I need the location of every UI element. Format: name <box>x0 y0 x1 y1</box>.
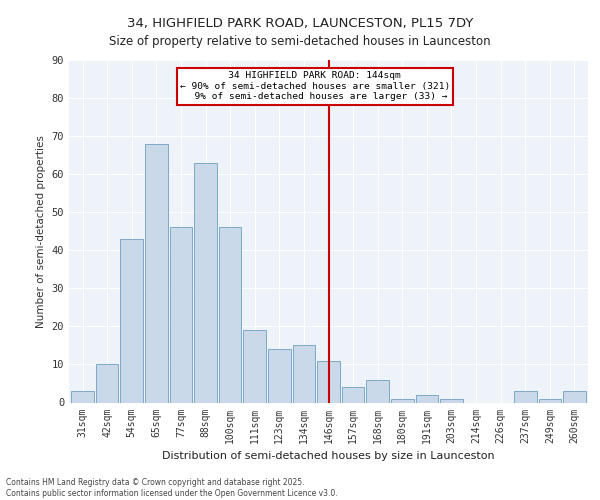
Bar <box>96 364 118 403</box>
Bar <box>268 349 290 403</box>
Bar <box>121 239 143 402</box>
Bar <box>342 388 364 402</box>
Text: Size of property relative to semi-detached houses in Launceston: Size of property relative to semi-detach… <box>109 35 491 48</box>
Bar <box>563 391 586 402</box>
Bar <box>391 398 413 402</box>
Bar <box>244 330 266 402</box>
Bar <box>194 162 217 402</box>
Bar <box>71 391 94 402</box>
Bar <box>416 395 438 402</box>
Bar <box>317 360 340 403</box>
Bar <box>170 228 192 402</box>
Bar <box>145 144 167 402</box>
Bar <box>539 398 561 402</box>
Bar <box>293 346 315 403</box>
Bar <box>367 380 389 402</box>
X-axis label: Distribution of semi-detached houses by size in Launceston: Distribution of semi-detached houses by … <box>162 451 495 461</box>
Text: Contains HM Land Registry data © Crown copyright and database right 2025.
Contai: Contains HM Land Registry data © Crown c… <box>6 478 338 498</box>
Text: 34, HIGHFIELD PARK ROAD, LAUNCESTON, PL15 7DY: 34, HIGHFIELD PARK ROAD, LAUNCESTON, PL1… <box>127 18 473 30</box>
Bar <box>219 228 241 402</box>
Bar <box>514 391 536 402</box>
Text: 34 HIGHFIELD PARK ROAD: 144sqm   
← 90% of semi-detached houses are smaller (321: 34 HIGHFIELD PARK ROAD: 144sqm ← 90% of … <box>180 72 450 101</box>
Y-axis label: Number of semi-detached properties: Number of semi-detached properties <box>36 135 46 328</box>
Bar <box>440 398 463 402</box>
